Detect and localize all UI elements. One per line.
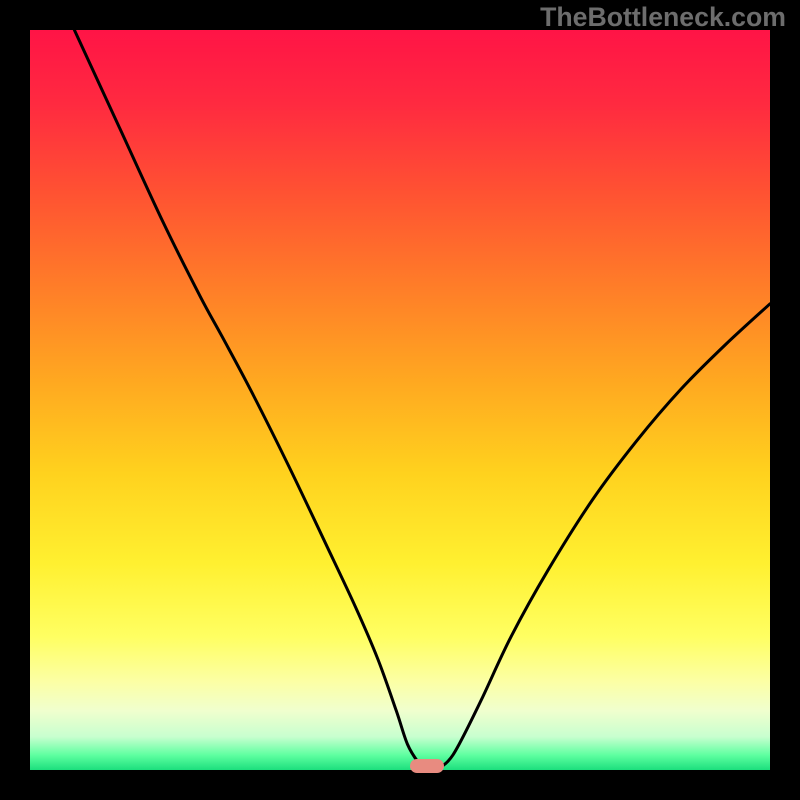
plot-area xyxy=(30,30,770,770)
min-marker xyxy=(410,759,444,773)
chart-frame: TheBottleneck.com xyxy=(0,0,800,800)
watermark-text: TheBottleneck.com xyxy=(540,2,786,33)
